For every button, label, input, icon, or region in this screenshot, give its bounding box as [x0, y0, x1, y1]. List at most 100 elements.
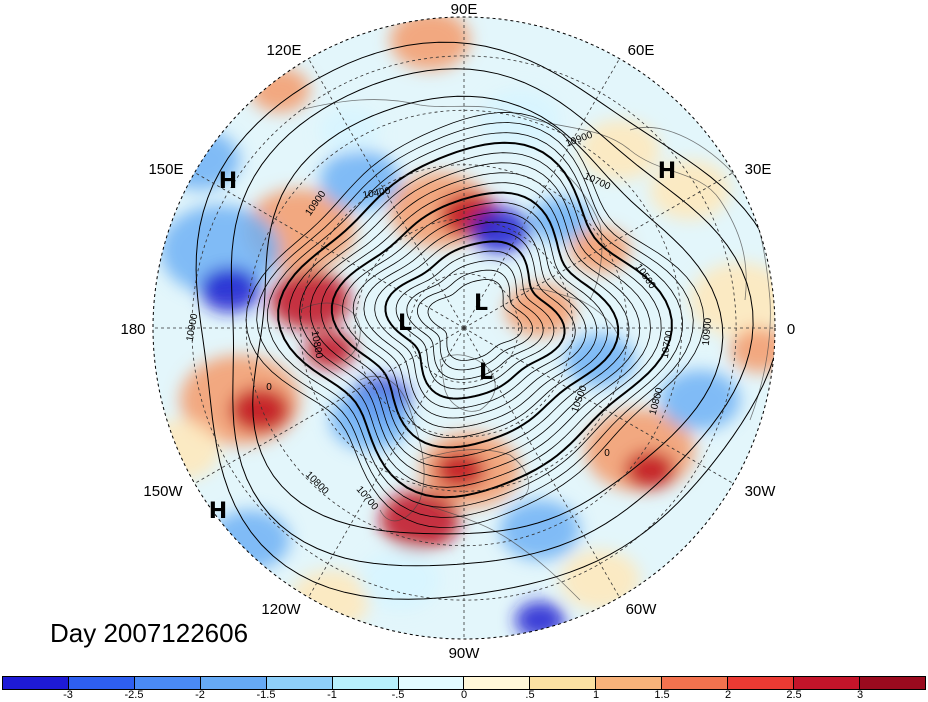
- meridian-line: [194, 172, 465, 329]
- lon-label-150w: 150W: [143, 483, 183, 500]
- meridian-line: [463, 327, 620, 598]
- high-pressure-label: H: [658, 159, 676, 184]
- anomaly-patch: [390, 17, 470, 70]
- height-contour-line: [406, 260, 544, 380]
- contour-label: 10700: [660, 329, 676, 359]
- height-contour-line: [309, 172, 641, 468]
- anomaly-patch: [270, 270, 350, 330]
- anomaly-patch: [565, 333, 635, 387]
- lon-label-180: 180: [120, 321, 145, 338]
- height-contour-line: [427, 279, 523, 361]
- map-boundary: [152, 16, 776, 640]
- colorbar-tick-label: -2: [195, 689, 205, 701]
- height-contours: [195, 41, 775, 600]
- height-contour-line: [299, 162, 651, 478]
- anomaly-patch: [200, 267, 260, 313]
- anomaly-patch: [480, 90, 560, 150]
- anomaly-patch: [160, 205, 280, 295]
- anomaly-patch: [500, 500, 580, 560]
- colorbar-segment: [794, 677, 860, 689]
- graticule: [153, 17, 775, 639]
- height-contour-line: [195, 41, 775, 600]
- colorbar-tick-label: -.5: [391, 689, 405, 701]
- colorbar-segment: [3, 677, 69, 689]
- anomaly-patch: [330, 390, 410, 450]
- anomaly-field: [153, 17, 775, 639]
- colorbar-tick-label: -1: [327, 689, 337, 701]
- anomaly-patch: [660, 370, 740, 430]
- colorbar-segment: [398, 677, 465, 689]
- anomaly-patch: [515, 601, 565, 639]
- colorbar-segment: [596, 677, 663, 689]
- contour-label: 10800: [309, 330, 325, 360]
- low-pressure-label: L: [474, 291, 488, 316]
- height-contour-line: [374, 231, 576, 409]
- meridian-line: [463, 58, 620, 329]
- height-contour-line: [342, 201, 608, 439]
- low-pressure-label: L: [398, 311, 412, 336]
- height-contour-line: [320, 182, 630, 458]
- colorbar-segment: [728, 677, 795, 689]
- anomaly-patch: [230, 387, 290, 433]
- lon-label-90e: 90E: [451, 1, 478, 18]
- colorbar-tick-label: .5: [525, 689, 535, 701]
- height-contour-line: [267, 132, 683, 508]
- height-contour-line: [256, 122, 694, 518]
- pressure-center-labels: H H H L L L: [209, 159, 676, 524]
- map-title: Day 2007122606: [50, 618, 249, 648]
- colorbar-segment: [266, 677, 333, 689]
- lon-label-90w: 90W: [449, 645, 481, 662]
- height-contour-line: [252, 95, 724, 535]
- anomaly-patch: [250, 67, 310, 113]
- anomaly-patch: [360, 550, 440, 610]
- colorbar-tick-label: 0: [460, 689, 468, 701]
- contour-label: 10900: [701, 317, 714, 346]
- colorbar-tick-label: 1.5: [654, 689, 670, 701]
- lon-label-150e: 150E: [148, 161, 183, 178]
- anomaly-patch: [570, 227, 630, 273]
- colorbar-segment: [662, 677, 729, 689]
- lon-label-30w: 30W: [745, 483, 777, 500]
- anomaly-patch: [153, 420, 220, 480]
- height-contour-line: [395, 250, 555, 390]
- colorbar-segment: [200, 677, 267, 689]
- lon-label-120e: 120E: [266, 42, 301, 59]
- meridian-line: [463, 172, 734, 329]
- contour-label: 0: [266, 382, 272, 393]
- colorbar-tick-label: 3: [856, 689, 864, 701]
- colorbar: [2, 676, 926, 690]
- anomaly-patch: [580, 120, 660, 180]
- height-contour-line: [277, 141, 673, 499]
- colorbar-segment: [332, 677, 399, 689]
- colorbar-segment: [530, 677, 597, 689]
- low-pressure-label: L: [479, 360, 493, 385]
- high-pressure-label: H: [219, 169, 237, 194]
- height-contour-line: [230, 68, 754, 567]
- longitude-labels: 90E 60E 30E 0 30W 60W 90W 120W 150W 180 …: [120, 1, 795, 662]
- colorbar-tick-label: -3: [63, 689, 73, 701]
- colorbar-segment: [464, 677, 531, 689]
- colorbar-tick-label: -1.5: [256, 689, 276, 701]
- anomaly-patch: [650, 160, 730, 220]
- anomaly-patch: [505, 283, 575, 337]
- meridian-line: [308, 58, 465, 329]
- colorbar-segment: [68, 677, 135, 689]
- height-contour-line: [416, 269, 534, 371]
- anomaly-patch: [690, 262, 775, 338]
- contour-label: 0: [604, 448, 610, 459]
- anomaly-patch: [730, 327, 775, 373]
- meridian-line: [463, 327, 734, 484]
- contour-label: 10900: [185, 312, 201, 342]
- height-contour-line: [384, 240, 566, 400]
- colorbar-tick-label: 2.5: [786, 689, 802, 701]
- meridian-line: [308, 327, 465, 598]
- lon-label-120w: 120W: [261, 601, 301, 618]
- height-contour-line: [363, 221, 587, 419]
- colorbar-segment: [134, 677, 201, 689]
- anomaly-patch: [560, 550, 640, 610]
- colorbar-tick-label: -2.5: [124, 689, 144, 701]
- lon-label-0: 0: [787, 321, 795, 338]
- anomaly-patch: [435, 451, 485, 489]
- meridian-line: [194, 327, 465, 484]
